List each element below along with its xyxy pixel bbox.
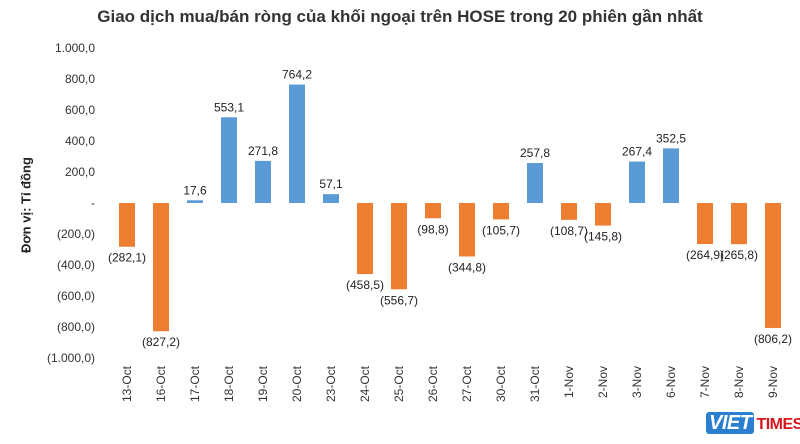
y-tick-label: (800,0) [57, 320, 95, 334]
x-tick-label: 18-Oct [222, 365, 236, 402]
x-tick-label: 9-Nov [766, 366, 780, 398]
data-label: (264,9) [686, 248, 724, 262]
y-tick-label: (1.000,0) [47, 351, 95, 365]
data-label: 267,4 [622, 145, 652, 159]
y-tick-label: (600,0) [57, 289, 95, 303]
x-tick-label: 23-Oct [324, 365, 338, 402]
x-tick-label: 1-Nov [562, 366, 576, 398]
data-label: (556,7) [380, 293, 418, 307]
bar [425, 203, 441, 219]
data-label: (344,8) [448, 260, 486, 274]
x-tick-label: 31-Oct [528, 365, 542, 402]
data-label: (458,5) [346, 278, 384, 292]
x-tick-label: 25-Oct [392, 365, 406, 402]
bar [493, 203, 509, 220]
viettimes-logo: VIET TIMES [706, 412, 800, 435]
bar [663, 148, 679, 203]
data-label: (282,1) [108, 251, 146, 265]
bar [323, 194, 339, 203]
x-tick-label: 17-Oct [188, 365, 202, 402]
data-label: (145,8) [584, 230, 622, 244]
logo-left: VIET [706, 412, 755, 434]
x-tick-label: 20-Oct [290, 365, 304, 402]
x-tick-label: 27-Oct [460, 365, 474, 402]
x-tick-label: 2-Nov [596, 366, 610, 398]
x-tick-label: 26-Oct [426, 365, 440, 402]
logo-right: TIMES [756, 416, 800, 433]
data-label: 257,8 [520, 146, 550, 160]
bar [119, 203, 135, 247]
chart-title: Giao dịch mua/bán ròng của khối ngoại tr… [97, 7, 703, 26]
bar [153, 203, 169, 332]
bar [731, 203, 747, 245]
y-tick-label: 600,0 [65, 103, 95, 117]
data-label: (827,2) [142, 335, 180, 349]
bar [629, 161, 645, 203]
x-tick-label: 19-Oct [256, 365, 270, 402]
bar [765, 203, 781, 328]
bar [527, 163, 543, 203]
data-label: (806,2) [754, 332, 792, 346]
bar [595, 203, 611, 226]
y-tick-label: (200,0) [57, 227, 95, 241]
bar [697, 203, 713, 245]
x-tick-label: 30-Oct [494, 365, 508, 402]
data-label: 553,1 [214, 100, 244, 114]
bar [187, 200, 203, 203]
x-tick-label: 7-Nov [698, 366, 712, 398]
x-tick-label: 8-Nov [732, 366, 746, 398]
bar [561, 203, 577, 220]
data-label: (108,7) [550, 224, 588, 238]
y-tick-label: 200,0 [65, 165, 95, 179]
data-label: 764,2 [282, 68, 312, 82]
bar [221, 117, 237, 203]
y-tick-label: 400,0 [65, 134, 95, 148]
bar [357, 203, 373, 275]
bar [459, 203, 475, 257]
y-tick-label: 1.000,0 [55, 41, 95, 55]
data-label: (105,7) [482, 223, 520, 237]
x-tick-label: 24-Oct [358, 365, 372, 402]
bar [289, 84, 305, 203]
data-label: (265,8) [720, 248, 758, 262]
y-tick-label: (400,0) [57, 258, 95, 272]
x-tick-label: 13-Oct [120, 365, 134, 402]
x-tick-label: 3-Nov [630, 366, 644, 398]
x-tick-label: 6-Nov [664, 366, 678, 398]
data-label: 57,1 [319, 177, 343, 191]
bar [391, 203, 407, 290]
data-label: 17,6 [183, 183, 207, 197]
data-label: 271,8 [248, 144, 278, 158]
data-label: 352,5 [656, 131, 686, 145]
data-label: (98,8) [417, 222, 448, 236]
bar [255, 160, 271, 203]
y-tick-label: 800,0 [65, 72, 95, 86]
y-tick-label: - [91, 196, 95, 210]
x-tick-label: 16-Oct [154, 365, 168, 402]
